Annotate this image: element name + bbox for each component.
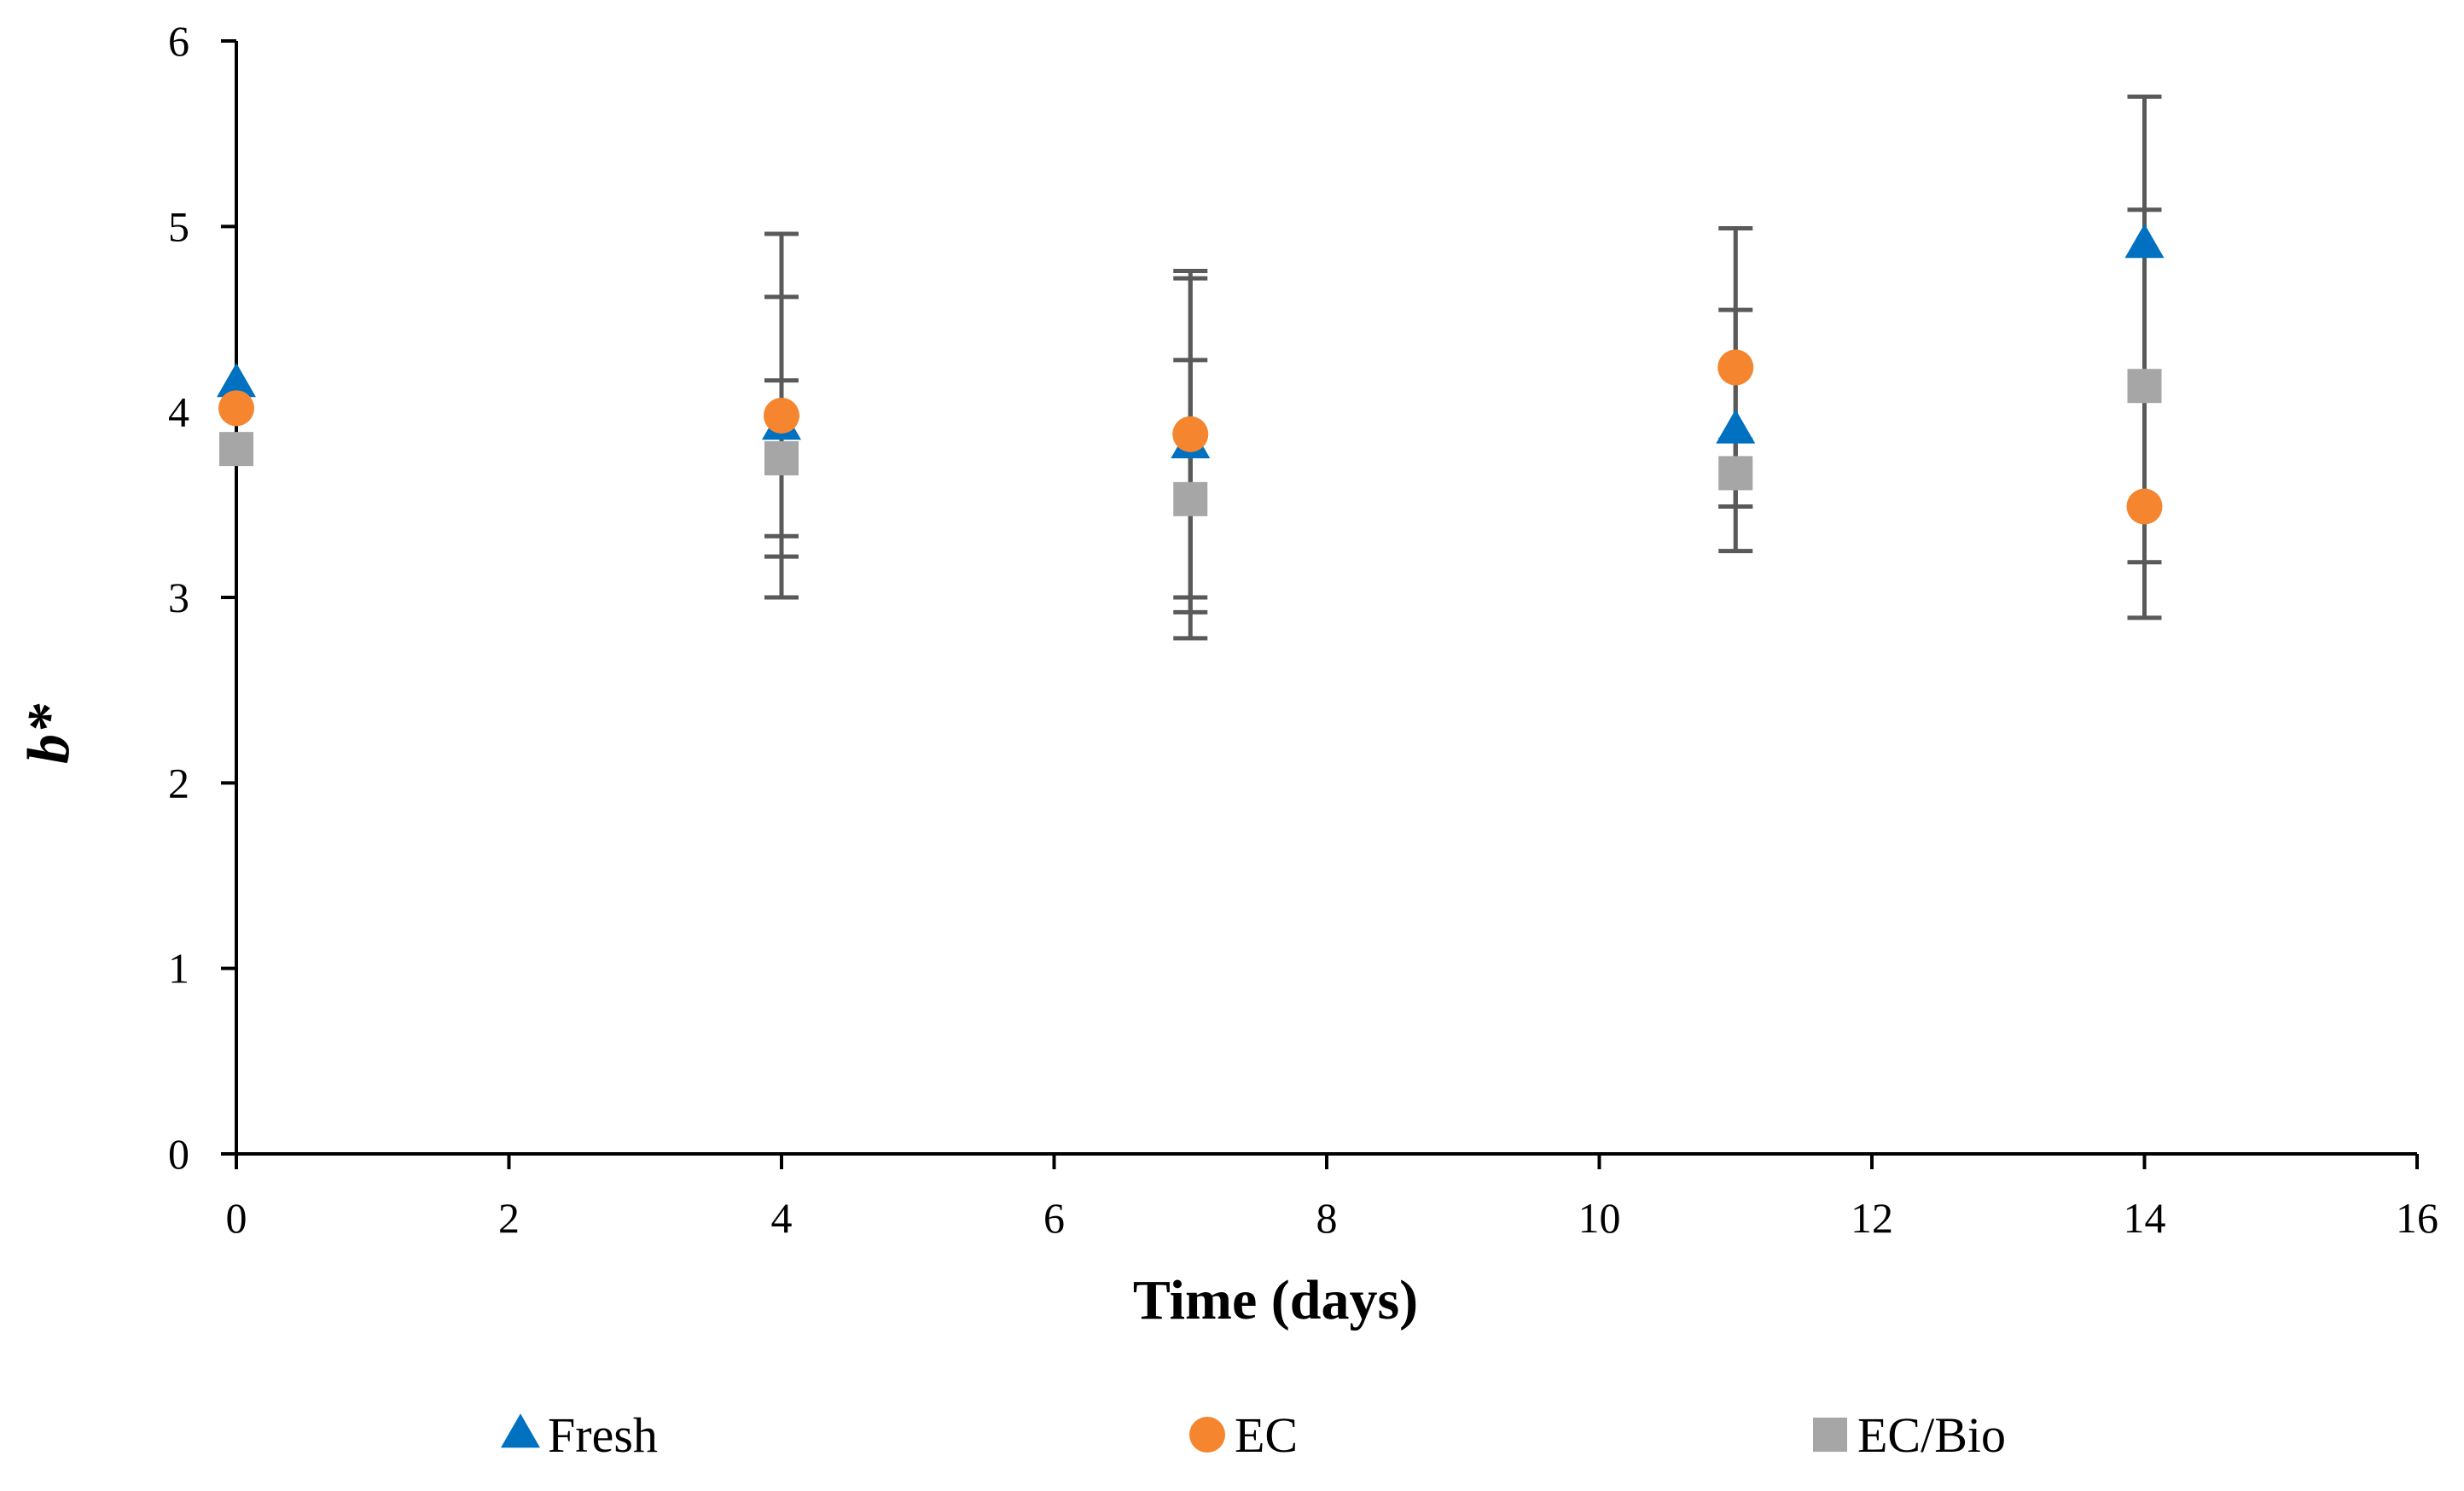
- y-tick-label: 5: [168, 202, 189, 250]
- point-ec-bio: [1173, 481, 1208, 516]
- legend-marker-fresh: [501, 1413, 540, 1448]
- x-tick-label: 16: [2396, 1194, 2438, 1242]
- y-tick-label: 0: [168, 1130, 189, 1178]
- point-ec-bio: [219, 432, 253, 467]
- point-ec-bio: [1718, 456, 1753, 491]
- y-tick-label: 1: [168, 945, 189, 993]
- x-tick-label: 8: [1316, 1194, 1338, 1242]
- x-tick-label: 0: [226, 1194, 247, 1242]
- x-tick-label: 6: [1043, 1194, 1065, 1242]
- legend-entry-ec-bio: EC/Bio: [1813, 1407, 2006, 1463]
- legend: Fresh EC EC/Bio: [501, 1407, 2006, 1463]
- legend-marker-ec: [1189, 1417, 1225, 1453]
- x-tick-label: 2: [498, 1194, 520, 1242]
- legend-label-ec-bio: EC/Bio: [1857, 1407, 2006, 1463]
- point-fresh: [1716, 409, 1756, 444]
- data-points: [217, 224, 2165, 525]
- point-ec-bio: [764, 441, 799, 475]
- point-ec: [764, 398, 799, 434]
- axes: [235, 41, 2417, 1156]
- point-ec: [218, 390, 254, 427]
- point-ec: [1717, 349, 1754, 386]
- x-tick-label: 12: [1851, 1194, 1893, 1242]
- legend-entry-fresh: Fresh: [501, 1407, 658, 1463]
- legend-label-ec: EC: [1235, 1407, 1298, 1463]
- legend-marker-ec-bio: [1813, 1418, 1847, 1452]
- x-tick-label: 4: [771, 1194, 793, 1242]
- point-ec: [2126, 488, 2163, 525]
- x-tick-label: 14: [2124, 1194, 2166, 1242]
- error-bars: [764, 94, 2162, 641]
- y-tick-label: 6: [168, 17, 189, 65]
- y-tick-label: 4: [168, 388, 189, 436]
- point-ec: [1172, 416, 1209, 452]
- y-axis-title: b*: [16, 703, 82, 764]
- legend-entry-ec: EC: [1189, 1407, 1298, 1463]
- point-fresh: [2124, 224, 2165, 259]
- x-tick-label: 10: [1578, 1194, 1621, 1242]
- point-fresh: [217, 363, 256, 398]
- y-tick-label: 2: [168, 759, 189, 807]
- point-ec-bio: [2127, 369, 2162, 404]
- x-axis-title: Time (days): [1133, 1269, 1418, 1331]
- y-tick-label: 3: [168, 574, 189, 621]
- legend-label-fresh: Fresh: [548, 1407, 658, 1463]
